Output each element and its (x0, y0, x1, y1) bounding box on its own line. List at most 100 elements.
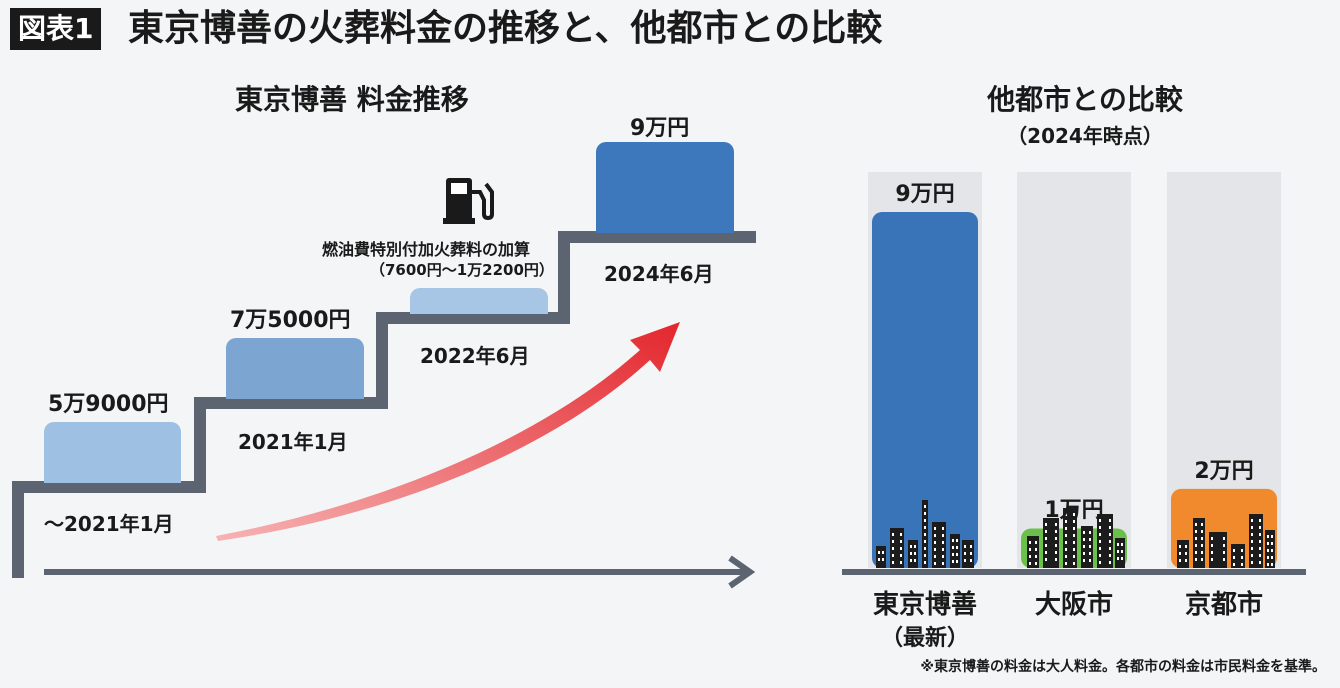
step-date-label: ～2021年1月 (44, 512, 174, 536)
window (942, 534, 944, 537)
window (942, 541, 944, 544)
window (1045, 530, 1047, 533)
window (1121, 557, 1123, 560)
step-value-label: 9万円 (630, 116, 690, 141)
window (1099, 547, 1101, 550)
window (956, 553, 958, 556)
window (1109, 519, 1111, 522)
window (900, 561, 902, 564)
city-category-label: 大阪市 (1034, 590, 1113, 620)
window (1259, 540, 1261, 543)
step-value-label: 7万5000円 (230, 308, 351, 333)
window (1259, 547, 1261, 550)
window (1233, 563, 1235, 566)
skyline-icon (876, 500, 974, 568)
window (1073, 541, 1075, 544)
window (1201, 523, 1203, 526)
window (1035, 562, 1037, 565)
window (1195, 544, 1197, 547)
window (1195, 558, 1197, 561)
window (900, 547, 902, 550)
window (1055, 523, 1057, 526)
window (1267, 542, 1269, 545)
fuel-note-title: 燃油費特別付加火葬料の加算 (322, 240, 531, 259)
window (970, 559, 972, 562)
header: 図表1 東京博善の火葬料金の推移と、他都市との比較 (0, 0, 1340, 60)
window (1117, 557, 1119, 560)
window (1211, 551, 1213, 554)
skyline-icon (1027, 508, 1125, 568)
building (950, 534, 960, 568)
window (1045, 551, 1047, 554)
window (970, 545, 972, 548)
window (1271, 542, 1273, 545)
window (1045, 558, 1047, 561)
left-chart-title: 東京博善 料金推移 (235, 83, 469, 116)
window (934, 548, 936, 551)
window (878, 551, 880, 554)
window (1099, 533, 1101, 536)
window (970, 552, 972, 555)
window (1109, 547, 1111, 550)
window (910, 552, 912, 555)
building (1115, 538, 1125, 568)
window (934, 555, 936, 558)
window (1211, 537, 1213, 540)
window (910, 545, 912, 548)
window (1055, 537, 1057, 540)
window (964, 545, 966, 548)
window (1099, 519, 1101, 522)
window (956, 560, 958, 563)
window (1073, 555, 1075, 558)
window (1251, 526, 1253, 529)
window (1259, 526, 1261, 529)
window (1117, 550, 1119, 553)
window (1073, 562, 1075, 565)
window (1065, 541, 1067, 544)
window (1089, 545, 1091, 548)
step-date-label: 2021年1月 (238, 430, 348, 454)
window (1089, 552, 1091, 555)
window (924, 540, 926, 543)
window (956, 539, 958, 542)
window (1233, 556, 1235, 559)
window (1099, 540, 1101, 543)
window (934, 541, 936, 544)
window (924, 519, 926, 522)
window (956, 546, 958, 549)
window (1201, 558, 1203, 561)
window (1241, 549, 1243, 552)
window (1195, 530, 1197, 533)
main-title: 東京博善の火葬料金の推移と、他都市との比較 (128, 8, 883, 49)
window (1065, 527, 1067, 530)
window (1083, 538, 1085, 541)
building (1177, 540, 1189, 568)
window (1035, 548, 1037, 551)
window (900, 533, 902, 536)
window (1223, 544, 1225, 547)
window (1073, 534, 1075, 537)
fuel-note-range: （7600円～1万2200円） (370, 261, 554, 279)
window (1109, 561, 1111, 564)
window (1073, 548, 1075, 551)
window (892, 547, 894, 550)
footnote: ※東京博善の料金は大人料金。各都市の料金は市民料金を基準。 (920, 659, 1326, 675)
figure-badge: 図表1 (10, 8, 102, 50)
window (1109, 540, 1111, 543)
window (1251, 540, 1253, 543)
window (1035, 555, 1037, 558)
window (1223, 558, 1225, 561)
window (1055, 544, 1057, 547)
window (1089, 559, 1091, 562)
window (924, 526, 926, 529)
window (882, 558, 884, 561)
window (1271, 549, 1273, 552)
building (890, 528, 904, 568)
window (914, 552, 916, 555)
window (914, 559, 916, 562)
window (1271, 556, 1273, 559)
window (1083, 545, 1085, 548)
window (952, 553, 954, 556)
window (1267, 535, 1269, 538)
